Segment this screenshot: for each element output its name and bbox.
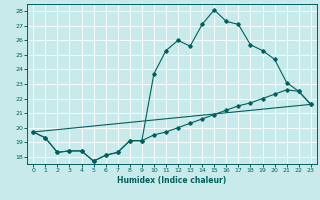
X-axis label: Humidex (Indice chaleur): Humidex (Indice chaleur) [117,176,227,185]
